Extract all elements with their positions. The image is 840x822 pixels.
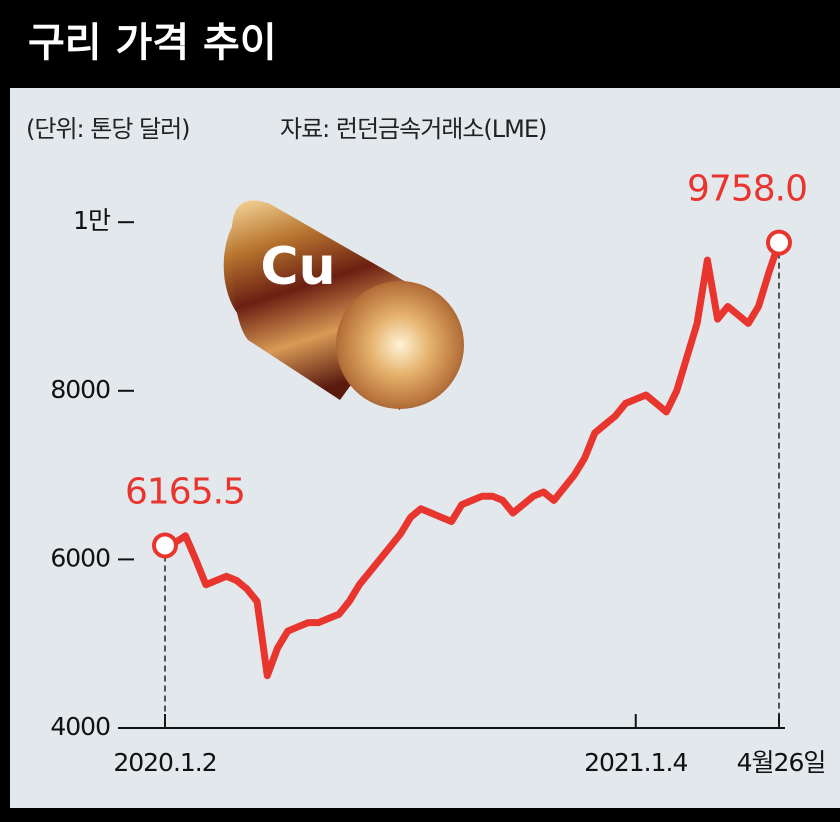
end-marker <box>152 532 178 559</box>
source-note: 자료: 런던금속거래소(LME) <box>280 115 546 143</box>
unit-note: (단위: 톤당 달러) <box>26 115 190 143</box>
price-line <box>161 239 783 680</box>
panel <box>10 88 840 808</box>
y-tick-label: 6000 <box>50 543 110 572</box>
y-tick-label: 8000 <box>50 375 110 404</box>
copper-icon: Cu <box>223 200 464 410</box>
chart-title: 구리 가격 추이 <box>28 20 277 66</box>
cu-label: Cu <box>260 237 335 297</box>
y-tick-label: 4000 <box>50 712 110 741</box>
value-label: 9758.0 <box>687 169 807 210</box>
value-label: 6165.5 <box>125 471 245 512</box>
x-tick-label: 4월26일 <box>737 748 826 777</box>
x-tick-label: 2021.1.4 <box>584 748 687 777</box>
end-marker <box>766 229 792 256</box>
x-tick-label: 2020.1.2 <box>113 748 216 777</box>
y-tick-label: 1만 <box>73 206 111 235</box>
